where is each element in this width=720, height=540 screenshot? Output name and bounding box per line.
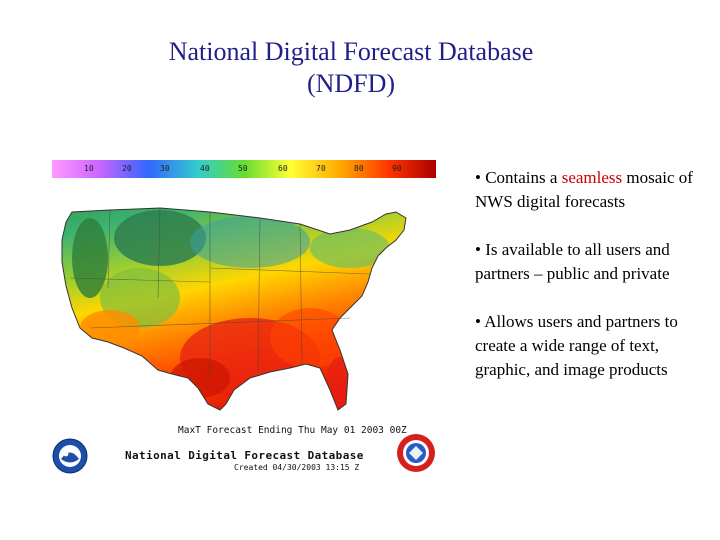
title-line-2: (NDFD) xyxy=(306,69,396,98)
scale-label: 90 xyxy=(392,164,402,173)
bullet-text: mosaic of NWS digital forecasts xyxy=(475,168,693,211)
scale-label: 20 xyxy=(122,164,132,173)
bullet-highlight: seamless xyxy=(561,168,623,187)
us-temperature-map xyxy=(61,207,407,411)
scale-label: 10 xyxy=(84,164,94,173)
bullet-text: • Is available to all users and partners… xyxy=(475,240,670,283)
color-scale-bar xyxy=(52,160,436,178)
scale-label: 50 xyxy=(238,164,248,173)
title-line-1: National Digital Forecast Database xyxy=(168,37,534,66)
bullet-text: • Allows users and partners to create a … xyxy=(475,312,678,379)
scale-label: 40 xyxy=(200,164,210,173)
bullet-item: • Allows users and partners to create a … xyxy=(475,310,700,382)
database-caption: National Digital Forecast Database xyxy=(125,449,364,462)
bullet-list: • Contains a seamless mosaic of NWS digi… xyxy=(475,166,700,406)
noaa-logo-icon xyxy=(52,438,88,474)
created-caption: Created 04/30/2003 13:15 Z xyxy=(234,463,360,472)
forecast-caption: MaxT Forecast Ending Thu May 01 2003 00Z xyxy=(178,425,407,436)
nws-logo-icon xyxy=(397,434,435,472)
slide-title: National Digital Forecast Database (NDFD… xyxy=(0,36,702,100)
scale-label: 30 xyxy=(160,164,170,173)
bullet-text: • Contains a xyxy=(475,168,562,187)
scale-label: 70 xyxy=(316,164,326,173)
bullet-item: • Contains a seamless mosaic of NWS digi… xyxy=(475,166,700,214)
temperature-color-scale: 10 20 30 40 50 60 70 80 90 xyxy=(52,160,436,178)
ndfd-map-figure: 10 20 30 40 50 60 70 80 90 xyxy=(50,158,438,478)
bullet-item: • Is available to all users and partners… xyxy=(475,238,700,286)
scale-label: 60 xyxy=(278,164,288,173)
scale-label: 80 xyxy=(354,164,364,173)
